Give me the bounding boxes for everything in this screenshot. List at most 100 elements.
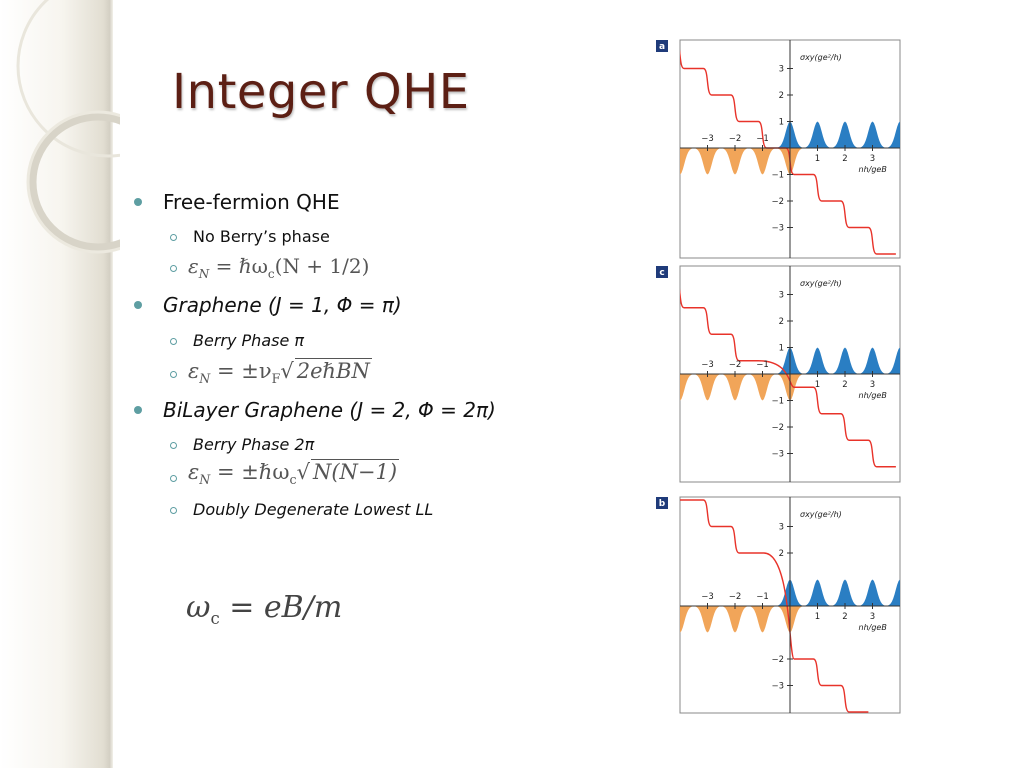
hole-peak: [747, 148, 778, 175]
y-tick-label: 3: [779, 65, 784, 75]
y-axis-label: σxy(ge²/h): [800, 279, 842, 288]
hall-conductivity-plot-a: a −3 −2 −1 1 2 3 3 2 1 −1 −2 −3 σxy(ge²/h) nh/geB: [656, 39, 901, 259]
x-tick-label: −2: [729, 592, 742, 602]
y-tick-label: 2: [779, 91, 784, 101]
hole-peak: [747, 374, 778, 401]
y-tick-label: 1: [779, 118, 784, 128]
figure-panel-b: b −3 −2 −1 1 2 3 3 2 −2 −3 σxy(ge²/h) nh/geB: [656, 495, 902, 715]
equation-landau-graphene: εN = ±νF√ 2eℏBN: [188, 358, 372, 387]
y-tick-label: 3: [779, 291, 784, 301]
x-tick-label: 1: [815, 154, 820, 164]
y-tick-label: −2: [771, 197, 784, 207]
x-tick-label: −2: [729, 134, 742, 144]
panel-tag-box: [656, 497, 668, 509]
x-tick-label: 2: [842, 612, 847, 622]
sub-bullet-text: Berry Phase 2π: [193, 435, 315, 454]
sub-bullet-text: Doubly Degenerate Lowest LL: [193, 500, 434, 519]
equation-cyclotron-frequency: ωc = eB/m: [186, 590, 343, 628]
x-tick-label: 3: [870, 154, 875, 164]
hole-peak: [692, 374, 723, 401]
electron-peak: [829, 579, 861, 606]
decorative-rings: [16, 0, 120, 254]
bullet-dot: [134, 406, 142, 414]
x-tick-label: −3: [701, 134, 714, 144]
electron-peak: [884, 121, 900, 148]
panel-tag-label: a: [659, 42, 665, 52]
x-tick-label: 3: [870, 380, 875, 390]
left-decor-edge: [110, 0, 113, 768]
y-tick-label: 3: [779, 523, 784, 533]
x-axis-label: nh/geB: [859, 165, 887, 174]
bullet-text: BiLayer Graphene (J = 2, Φ = 2π): [163, 398, 496, 422]
hole-peak: [747, 606, 778, 633]
electron-peak: [802, 579, 833, 606]
sub-bullet-ring: [170, 234, 177, 241]
y-tick-label: −1: [771, 171, 784, 181]
y-tick-label: 1: [779, 344, 784, 354]
figure-panel-a: a −3 −2 −1 1 2 3 3 2 1 −1 −2 −3 σxy(ge²/h) nh/geB: [656, 38, 902, 260]
hole-peak: [680, 148, 696, 175]
y-tick-label: −3: [771, 450, 784, 460]
hole-peak: [719, 374, 751, 401]
electron-peak: [829, 121, 861, 148]
hall-conductivity-plot-c: c −3 −2 −1 1 2 3 3 2 1 −1 −2 −3 σxy(ge²/h) nh/geB: [656, 265, 901, 483]
hole-peak: [680, 606, 696, 633]
hall-conductivity-plot-b: b −3 −2 −1 1 2 3 3 2 −2 −3 σxy(ge²/h) nh/geB: [656, 496, 901, 714]
y-tick-label: −3: [771, 682, 784, 692]
panel-tag-box: [656, 266, 668, 278]
hole-peak: [719, 606, 751, 633]
x-tick-label: −1: [756, 592, 769, 602]
x-tick-label: −1: [756, 134, 769, 144]
x-tick-label: −2: [729, 360, 742, 370]
hole-peak: [692, 148, 723, 175]
hole-peak: [719, 148, 751, 175]
sub-bullet-ring: [170, 265, 177, 272]
electron-peak: [884, 579, 900, 606]
sub-bullet-ring: [170, 338, 177, 345]
equation-landau-bilayer: εN = ±ℏωc√ N(N−1): [188, 459, 400, 488]
figure-panel-c: c −3 −2 −1 1 2 3 3 2 1 −1 −2 −3 σxy(ge²/h) nh/geB: [656, 264, 902, 484]
decor-ring-halo: [26, 110, 120, 254]
x-tick-label: 2: [842, 154, 847, 164]
y-tick-label: −2: [771, 655, 784, 665]
sub-bullet-ring: [170, 442, 177, 449]
y-tick-label: −1: [771, 397, 784, 407]
electron-peak: [884, 347, 900, 374]
electron-peak: [829, 347, 861, 374]
hole-peak: [680, 374, 696, 401]
x-tick-label: −3: [701, 592, 714, 602]
x-tick-label: −3: [701, 360, 714, 370]
bullet-text: Free-fermion QHE: [163, 190, 340, 214]
y-tick-label: −2: [771, 423, 784, 433]
x-axis-label: nh/geB: [859, 391, 887, 400]
x-tick-label: −1: [756, 360, 769, 370]
y-tick-label: 2: [779, 549, 784, 559]
panel-tag-label: c: [659, 268, 664, 278]
y-tick-label: 2: [779, 317, 784, 327]
x-axis-label: nh/geB: [859, 623, 887, 632]
hole-peak: [692, 606, 723, 633]
sub-bullet-ring: [170, 507, 177, 514]
sub-bullet-ring: [170, 371, 177, 378]
sub-bullet-text: Berry Phase π: [193, 331, 305, 350]
x-tick-label: 3: [870, 612, 875, 622]
y-axis-label: σxy(ge²/h): [800, 53, 842, 62]
panel-tag-box: [656, 40, 668, 52]
decor-ring-large: [16, 0, 120, 158]
equation-landau-free: εN = ℏωc(N + 1/2): [188, 254, 370, 281]
electron-peak: [857, 121, 888, 148]
electron-peak: [802, 121, 833, 148]
x-tick-label: 2: [842, 380, 847, 390]
sub-bullet-ring: [170, 475, 177, 482]
bullet-dot: [134, 301, 142, 309]
x-tick-label: 1: [815, 380, 820, 390]
electron-peak: [857, 347, 888, 374]
y-tick-label: −3: [771, 224, 784, 234]
panel-tag-label: b: [659, 499, 666, 509]
electron-peak: [857, 579, 888, 606]
slide-title: Integer QHE: [172, 64, 470, 120]
bullet-dot: [134, 198, 142, 206]
x-tick-label: 1: [815, 612, 820, 622]
decor-ring-small: [27, 111, 120, 253]
sub-bullet-text: No Berry’s phase: [193, 227, 330, 246]
